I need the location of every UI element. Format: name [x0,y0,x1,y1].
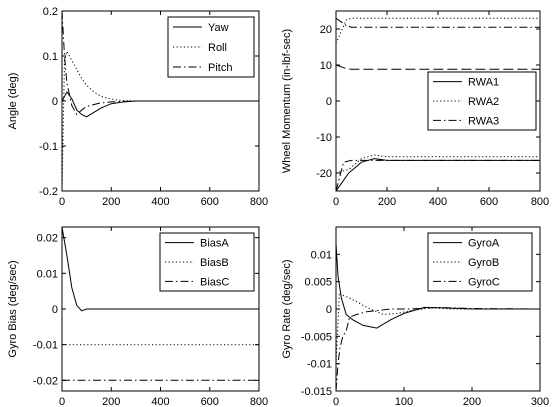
x-tick-label: 200 [463,396,481,407]
y-tick-label: 0.01 [37,268,58,280]
legend: GyroA GyroB GyroC [427,232,533,292]
series-group [336,243,540,391]
y-tick-label: -10 [316,132,332,144]
legend-label-gyroc: GyroC [468,276,500,288]
y-tick-label: 0.02 [37,233,58,245]
x-tick-label: 800 [250,396,268,407]
x-tick-label: 800 [250,196,268,208]
series-line-roll [62,50,259,191]
gyro-bias-panel: 0 200 400 600 800 -0.02 -0.01 0 0.01 0.02 Gyro Bia… [7,226,268,407]
y-tick-label: 20 [320,24,332,36]
y-axis-label: Wheel Momentum (in-lbf-sec) [281,29,293,173]
y-tick-label: 10 [320,60,332,72]
y-tick-label: 0.2 [43,6,58,18]
y-axis-label: Angle (deg) [7,73,19,130]
series-line-rwa3 [336,159,540,191]
x-tick-label: 0 [59,196,65,208]
x-tick-label: 400 [429,196,447,208]
angle-panel: 0 200 400 600 800 -0.2 -0.1 0 0.1 0.2 Angle (deg) Y… [7,6,268,208]
legend-label-roll: Roll [208,42,227,54]
x-tick-label: 300 [531,396,549,407]
legend-label-pitch: Pitch [208,62,232,74]
x-tick-label: 0 [333,196,339,208]
y-tick-label: -0.01 [307,359,332,371]
gyro-rate-panel: 0 100 200 300 -0.015 -0.01 -0.005 0 0.005 0.01 Gyr… [281,226,549,407]
legend-label-rwa3: RWA3 [468,115,499,127]
legend-label-rwa2: RWA2 [468,96,499,108]
series-line-yaw [62,91,259,118]
legend: Yaw Roll Pitch [167,16,255,78]
series-line-gyrob [336,291,540,364]
legend-label-biasb: BiasB [200,257,229,269]
legend-label-rwa1: RWA1 [468,77,499,89]
series-line-gyroc [336,306,540,391]
y-tick-label: -20 [316,168,332,180]
y-tick-label: 0.005 [304,277,332,289]
series-group [62,11,259,191]
y-tick-label: 0.01 [311,249,332,261]
wheel-momentum-panel: 0 200 400 600 800 -20 -10 0 10 20 Wheel Momentum (… [281,10,549,208]
series-line-unlabeled-4 [336,17,540,28]
x-tick-label: 600 [201,396,219,407]
y-tick-label: 0 [52,96,58,108]
x-tick-label: 800 [531,196,549,208]
x-tick-label: 200 [102,396,120,407]
y-tick-label: -0.01 [33,340,58,352]
series-group [62,227,259,381]
legend-label-gyroa: GyroA [468,238,500,250]
y-tick-label: 0 [326,96,332,108]
y-tick-label: -0.02 [33,375,58,387]
y-tick-label: 0.1 [43,51,58,63]
legend-label-yaw: Yaw [208,22,229,34]
x-tick-label: 400 [151,396,169,407]
x-tick-label: 100 [395,396,413,407]
y-tick-label: -0.005 [301,331,332,343]
series-line-unlabeled-5 [336,17,540,44]
legend: RWA1 RWA2 RWA3 [427,71,537,131]
y-axis-label: Gyro Rate (deg/sec) [281,259,293,358]
series-group [336,17,540,191]
legend-label-biasa: BiasA [200,238,229,250]
y-tick-label: 0 [52,304,58,316]
x-tick-label: 200 [378,196,396,208]
x-tick-label: 200 [102,196,120,208]
x-tick-label: 400 [151,196,169,208]
x-tick-label: 0 [333,396,339,407]
legend: BiasA BiasB BiasC [159,232,255,292]
legend-label-biasc: BiasC [200,276,229,288]
series-line-unlabeled-3 [336,64,540,70]
series-line-rwa1 [336,158,540,191]
x-tick-label: 600 [201,196,219,208]
x-tick-label: 600 [480,196,498,208]
x-tick-label: 0 [59,396,65,407]
y-axis-label: Gyro Bias (deg/sec) [7,260,19,357]
legend-label-gyrob: GyroB [468,257,499,269]
y-tick-label: 0 [326,304,332,316]
series-line-biasa [62,227,259,312]
y-tick-label: -0.1 [39,141,58,153]
series-line-pitch [62,11,259,116]
y-tick-label: -0.2 [39,186,58,198]
series-line-rwa2 [336,154,540,174]
y-tick-label: -0.015 [301,386,332,398]
